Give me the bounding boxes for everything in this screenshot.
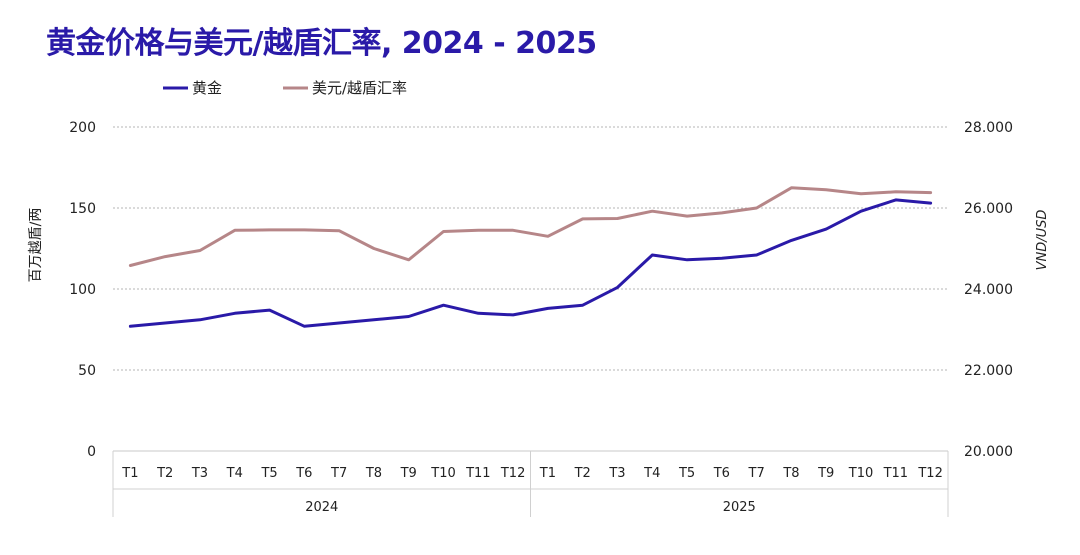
x-tick-label: T7 <box>330 466 347 481</box>
x-tick-label: T10 <box>430 466 455 481</box>
gridlines <box>113 126 948 452</box>
legend-label: 美元/越盾汇率 <box>312 79 407 97</box>
x-tick-label: T8 <box>782 466 799 481</box>
right-tick-label: 20.000 <box>964 444 1013 460</box>
series-lines <box>128 186 933 328</box>
left-tick-label: 150 <box>69 201 96 217</box>
x-tick-label: T9 <box>400 466 417 481</box>
chart-title: 黄金价格与美元/越盾汇率, 2024 - 2025 <box>46 26 597 61</box>
x-tick-label: T2 <box>156 466 173 481</box>
series-line-exchange-rate <box>128 186 933 267</box>
x-tick-label: T4 <box>226 466 243 481</box>
x-tick-label: T5 <box>260 466 277 481</box>
x-tick-label: T7 <box>748 466 765 481</box>
right-tick-label: 28.000 <box>964 120 1013 136</box>
x-tick-label: T3 <box>191 466 208 481</box>
x-tick-label: T11 <box>465 466 490 481</box>
x-tick-label: T10 <box>848 466 873 481</box>
x-axis: T1 T2 T3 T4 T5 T6 T7 T8 T9 T10 T11 T12 T1 T2 T3 T4 T5 T6 T… <box>112 450 949 517</box>
right-axis-label: VND/USD <box>1035 210 1050 271</box>
x-tick-label: T5 <box>678 466 695 481</box>
left-tick-label: 50 <box>78 363 96 379</box>
x-tick-label: T6 <box>295 466 312 481</box>
right-tick-label: 22.000 <box>964 363 1013 379</box>
right-axis-ticks: 20.000 22.000 24.000 26.000 28.000 <box>964 120 1013 460</box>
right-tick-label: 24.000 <box>964 282 1013 298</box>
x-tick-label: T1 <box>121 466 138 481</box>
x-tick-label: T4 <box>643 466 660 481</box>
left-tick-label: 0 <box>87 444 96 460</box>
x-group-label: 2025 <box>723 500 756 515</box>
x-tick-label: T12 <box>917 466 942 481</box>
x-tick-label: T3 <box>608 466 625 481</box>
left-tick-label: 200 <box>69 120 96 136</box>
legend: 黄金 美元/越盾汇率 <box>163 79 407 97</box>
legend-label: 黄金 <box>192 79 222 97</box>
right-tick-label: 26.000 <box>964 201 1013 217</box>
x-tick-label: T12 <box>500 466 525 481</box>
left-axis-label: 百万越盾/两 <box>28 208 44 283</box>
x-tick-label: T1 <box>539 466 556 481</box>
x-tick-label: T6 <box>713 466 730 481</box>
left-tick-label: 100 <box>69 282 96 298</box>
x-tick-label: T11 <box>883 466 908 481</box>
x-tick-label: T8 <box>365 466 382 481</box>
left-axis-ticks: 0 50 100 150 200 <box>69 120 96 460</box>
x-tick-label: T9 <box>817 466 834 481</box>
series-line-gold <box>128 198 933 328</box>
x-tick-label: T2 <box>574 466 591 481</box>
x-group-label: 2024 <box>305 500 338 515</box>
